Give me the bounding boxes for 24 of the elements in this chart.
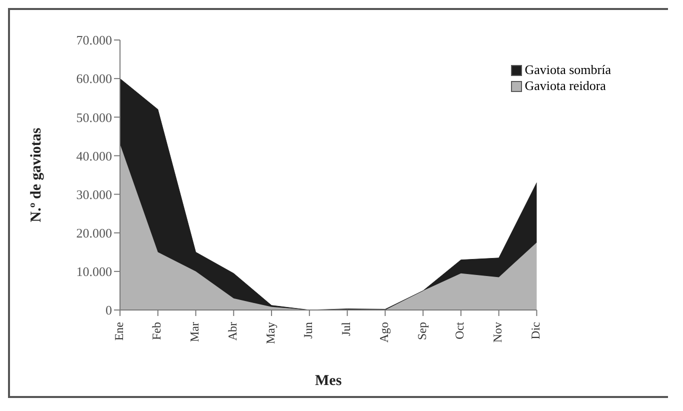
x-tick-label: May [263,322,278,344]
y-tick-label: 70.000 [76,32,112,48]
x-tick-label: Ago [376,322,391,343]
x-tick-label: Ene [112,322,126,341]
y-tick-label: 20.000 [76,225,112,240]
x-tick-label: Jun [301,322,316,339]
x-tick-label: Dic [528,322,542,340]
x-axis-title: Mes [315,373,342,389]
y-tick-label: 0 [106,302,112,318]
y-tick-label: 60.000 [76,71,112,86]
y-tick-label: 40.000 [76,148,112,164]
x-tick-label: Feb [150,322,164,340]
y-axis-title: N.º de gaviotas [28,128,44,222]
legend-label: Gaviota reidora [524,78,606,94]
x-tick-label: Nov [490,322,505,343]
x-tick-label: Sep [414,322,429,340]
y-tick-label: 30.000 [76,186,112,202]
x-tick-label: Mar [188,322,202,342]
x-tick-label: Oct [452,321,467,340]
y-tick-label: 50.000 [76,110,112,125]
legend-label: Gaviota sombría [524,62,611,78]
y-tick-label: 10.000 [76,264,112,280]
x-tick-label: Abr [225,322,240,341]
x-tick-label: Jul [339,321,354,336]
